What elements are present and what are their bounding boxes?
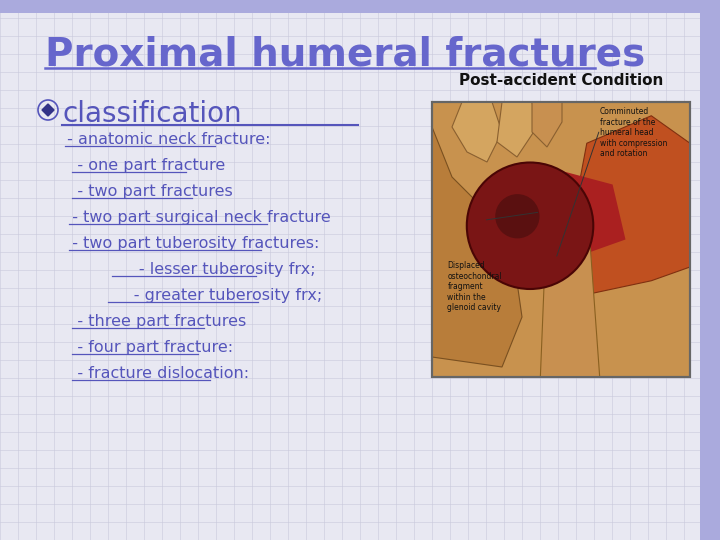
- Bar: [0, 0, 720, 13]
- Text: - one part fracture: - one part fracture: [62, 158, 225, 173]
- Text: - three part fractures: - three part fractures: [62, 314, 246, 329]
- Text: classification: classification: [62, 100, 242, 128]
- Bar: [432, 102, 690, 377]
- Bar: [432, 102, 690, 377]
- Text: - two part tuberosity fractures:: - two part tuberosity fractures:: [62, 236, 320, 251]
- Text: Displaced
osteochondral
fragment
within the
glenoid cavity: Displaced osteochondral fragment within …: [448, 261, 502, 312]
- Polygon shape: [42, 104, 54, 116]
- Text: Proximal humeral fractures: Proximal humeral fractures: [45, 35, 645, 73]
- Text: - anatomic neck fracture:: - anatomic neck fracture:: [62, 132, 271, 147]
- Polygon shape: [432, 102, 522, 377]
- Polygon shape: [574, 116, 690, 294]
- Bar: [700, 0, 720, 540]
- Text: - lesser tuberosity frx;: - lesser tuberosity frx;: [62, 262, 315, 277]
- Text: - two part fractures: - two part fractures: [62, 184, 233, 199]
- Text: Comminuted
fracture of the
humeral head
with compression
and rotation: Comminuted fracture of the humeral head …: [600, 107, 667, 158]
- Circle shape: [467, 163, 593, 289]
- Polygon shape: [522, 171, 626, 253]
- Polygon shape: [497, 102, 537, 157]
- Text: - two part surgical neck fracture: - two part surgical neck fracture: [62, 210, 330, 225]
- Text: - fracture dislocation:: - fracture dislocation:: [62, 366, 249, 381]
- Text: - four part fracture:: - four part fracture:: [62, 340, 233, 355]
- Polygon shape: [540, 185, 600, 377]
- Text: - greater tuberosity frx;: - greater tuberosity frx;: [62, 288, 323, 303]
- Polygon shape: [532, 102, 562, 147]
- Circle shape: [495, 194, 539, 238]
- Polygon shape: [452, 102, 502, 162]
- Text: Post-accident Condition: Post-accident Condition: [459, 73, 663, 88]
